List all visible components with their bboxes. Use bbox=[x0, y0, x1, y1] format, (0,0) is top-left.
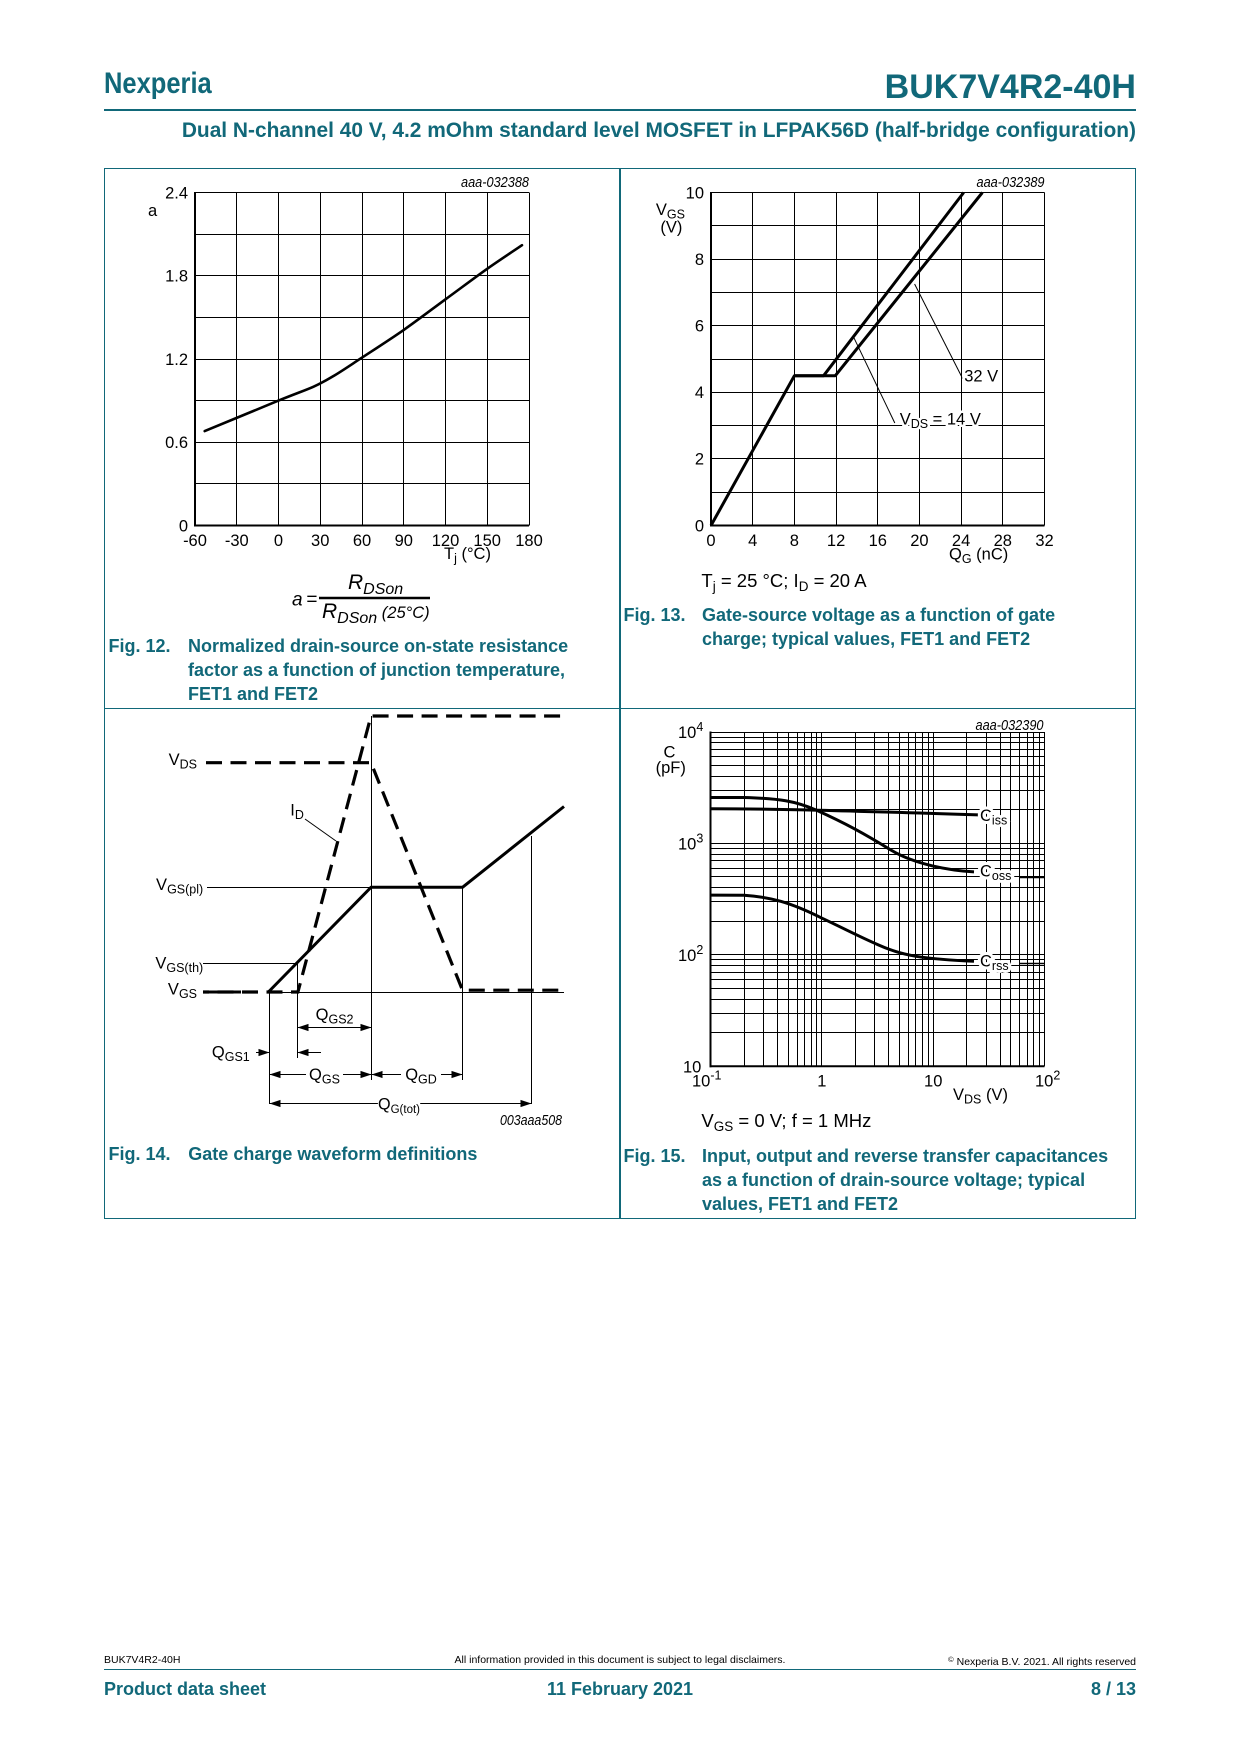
svg-text:QG(tot): QG(tot) bbox=[378, 1096, 420, 1117]
svg-text:102: 102 bbox=[678, 943, 703, 965]
svg-text:20: 20 bbox=[910, 532, 928, 550]
svg-text:QGS1: QGS1 bbox=[212, 1044, 250, 1065]
svg-text:24: 24 bbox=[952, 532, 970, 550]
svg-text:4: 4 bbox=[695, 384, 704, 402]
svg-text:102: 102 bbox=[1035, 1069, 1060, 1091]
svg-text:0.6: 0.6 bbox=[165, 434, 188, 452]
svg-text:VGS(pl): VGS(pl) bbox=[156, 876, 203, 897]
svg-text:-30: -30 bbox=[225, 532, 249, 550]
svg-text:1: 1 bbox=[817, 1073, 826, 1091]
svg-text:QGS2: QGS2 bbox=[316, 1006, 354, 1027]
svg-text:1.2: 1.2 bbox=[165, 351, 188, 369]
svg-text:32: 32 bbox=[1035, 532, 1053, 550]
svg-text:90: 90 bbox=[395, 532, 413, 550]
svg-text:VGS(th): VGS(th) bbox=[155, 955, 203, 976]
svg-text:aaa-032389: aaa-032389 bbox=[977, 175, 1045, 191]
svg-text:VDS: VDS bbox=[169, 751, 197, 772]
svg-text:QGS: QGS bbox=[309, 1066, 340, 1087]
svg-text:-60: -60 bbox=[183, 532, 207, 550]
svg-text:103: 103 bbox=[678, 831, 703, 853]
svg-text:ID: ID bbox=[290, 802, 304, 823]
svg-text:aaa-032390: aaa-032390 bbox=[976, 718, 1045, 734]
svg-text:120: 120 bbox=[432, 532, 460, 550]
svg-text:QG (nC): QG (nC) bbox=[949, 546, 1008, 567]
svg-text:28: 28 bbox=[994, 532, 1012, 550]
svg-text:2: 2 bbox=[695, 451, 704, 469]
svg-text:VDS = 14 V: VDS = 14 V bbox=[900, 411, 981, 432]
svg-text:10-1: 10-1 bbox=[692, 1069, 722, 1091]
svg-text:8: 8 bbox=[695, 251, 704, 269]
svg-text:C: C bbox=[664, 744, 676, 762]
svg-text:(V): (V) bbox=[660, 218, 682, 236]
svg-text:a =: a = bbox=[292, 590, 317, 611]
svg-text:0: 0 bbox=[179, 517, 188, 535]
svg-text:Coss: Coss bbox=[980, 863, 1011, 884]
svg-text:10: 10 bbox=[686, 184, 704, 202]
svg-text:Crss: Crss bbox=[980, 953, 1009, 974]
svg-text:aaa-032388: aaa-032388 bbox=[461, 175, 530, 191]
svg-text:VGS: VGS bbox=[168, 981, 197, 1002]
svg-text:0: 0 bbox=[706, 532, 715, 550]
svg-text:(pF): (pF) bbox=[656, 759, 686, 777]
svg-text:RDSon (25°C): RDSon (25°C) bbox=[322, 600, 430, 627]
svg-text:1.8: 1.8 bbox=[165, 268, 188, 286]
svg-text:6: 6 bbox=[695, 318, 704, 336]
svg-text:104: 104 bbox=[678, 720, 703, 742]
svg-text:Ciss: Ciss bbox=[980, 807, 1007, 828]
svg-text:a: a bbox=[148, 202, 158, 220]
svg-text:150: 150 bbox=[473, 532, 501, 550]
svg-text:2.4: 2.4 bbox=[165, 184, 188, 202]
svg-text:60: 60 bbox=[353, 532, 371, 550]
svg-text:8: 8 bbox=[790, 532, 799, 550]
svg-text:003aaa508: 003aaa508 bbox=[500, 1113, 563, 1129]
svg-text:RDSon: RDSon bbox=[348, 571, 403, 598]
svg-text:10: 10 bbox=[683, 1058, 701, 1076]
svg-text:VDS (V): VDS (V) bbox=[953, 1086, 1008, 1107]
svg-text:32 V: 32 V bbox=[964, 368, 998, 386]
svg-text:10: 10 bbox=[924, 1073, 942, 1091]
svg-text:0: 0 bbox=[274, 532, 283, 550]
svg-text:0: 0 bbox=[695, 517, 704, 535]
svg-text:16: 16 bbox=[869, 532, 887, 550]
svg-text:QGD: QGD bbox=[405, 1066, 437, 1087]
svg-text:30: 30 bbox=[311, 532, 329, 550]
svg-text:Tj (°C): Tj (°C) bbox=[444, 545, 491, 566]
svg-text:4: 4 bbox=[748, 532, 757, 550]
svg-text:180: 180 bbox=[515, 532, 543, 550]
svg-text:12: 12 bbox=[827, 532, 845, 550]
